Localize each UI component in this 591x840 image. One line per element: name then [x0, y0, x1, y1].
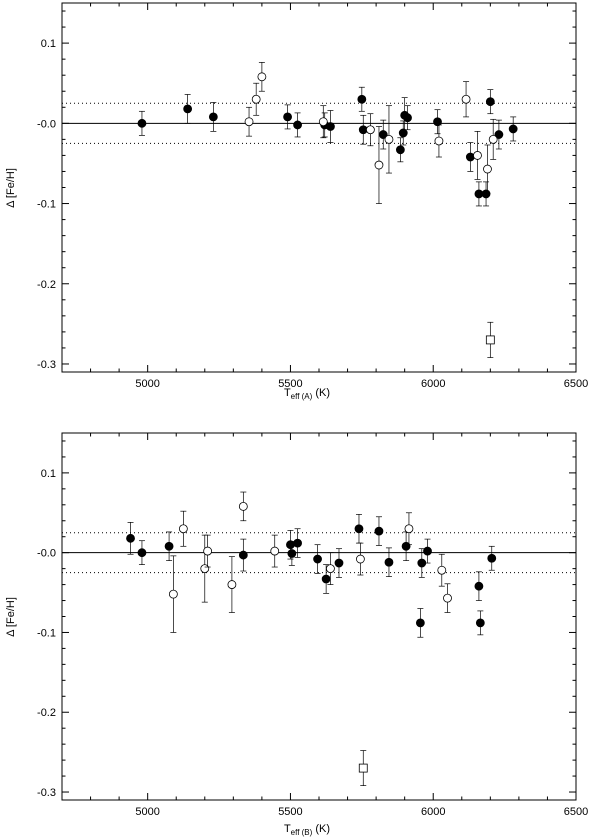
data-point-open: [200, 564, 210, 574]
data-point-open: [365, 125, 375, 135]
data-point-open: [178, 524, 188, 534]
x-tick-label: 5000: [135, 806, 159, 818]
x-tick-label: 6500: [564, 806, 588, 818]
data-point-filled: [137, 548, 147, 558]
data-point-filled: [334, 558, 344, 568]
y-tick-label: -0.0: [37, 118, 56, 130]
data-point-open: [461, 94, 471, 104]
data-point-open: [374, 160, 384, 170]
chart-panel-bottom: 5000 5500 6000 6500 0.1 -0.0 -0.1 -0.2 -0.3 Teff …: [5, 432, 588, 837]
data-point-filled: [474, 581, 484, 591]
data-point-filled: [481, 189, 491, 199]
chart-panel-top: 5000 5500 6000 6500 0.1 -0.0 -0.1 -0.2 -0.3 Teff …: [5, 2, 588, 401]
data-point-filled: [508, 124, 518, 134]
data-point-filled: [403, 113, 412, 123]
data-point-open: [257, 72, 267, 82]
data-point-filled: [374, 526, 384, 536]
y-tick-label: -0.2: [37, 707, 56, 719]
data-point-filled: [126, 533, 135, 543]
data-point-filled: [357, 94, 367, 104]
x-axis-label: Teff (B) (K): [284, 823, 330, 837]
data-point-filled: [494, 130, 504, 139]
data-point-filled: [433, 117, 442, 127]
data-point-filled: [293, 120, 302, 130]
data-point-filled: [384, 557, 394, 567]
data-point-open: [384, 134, 394, 144]
data-point-open: [434, 136, 444, 146]
data-point-filled: [485, 97, 495, 107]
data-point-open: [404, 524, 414, 534]
y-tick-label: -0.3: [37, 787, 56, 799]
data-point-filled: [286, 540, 295, 550]
data-point-filled: [313, 554, 322, 564]
data-point-filled: [326, 122, 335, 131]
data-point-filled: [183, 104, 193, 114]
data-point-filled: [293, 538, 302, 548]
data-point-open: [318, 117, 328, 127]
x-tick-label: 5500: [278, 806, 302, 818]
data-point-filled: [208, 112, 218, 122]
data-point-filled: [415, 618, 425, 628]
data-point-open: [488, 134, 498, 144]
data-point-filled: [287, 549, 297, 558]
data-point-filled: [354, 524, 364, 534]
data-point-open: [356, 554, 365, 564]
x-tick-label: 6500: [564, 378, 588, 390]
data-point-filled: [321, 574, 331, 584]
x-axis-label: Teff (A) (K): [284, 387, 330, 401]
data-point-open: [270, 546, 280, 556]
data-point-filled: [137, 118, 147, 128]
y-tick-label: -0.1: [37, 627, 56, 639]
data-point-open: [203, 546, 213, 556]
data-point-open: [168, 589, 178, 599]
data-point-filled: [401, 541, 411, 551]
data-point-open: [483, 164, 492, 174]
plot-frame: [61, 2, 577, 373]
y-tick-label: -0.3: [37, 359, 56, 371]
x-tick-label: 5500: [278, 378, 302, 390]
data-point-filled: [238, 550, 248, 560]
data-point-open: [443, 593, 452, 603]
plot-frame: [61, 432, 577, 801]
x-tick-label: 5000: [135, 378, 159, 390]
data-point-square: [485, 335, 495, 345]
data-point-square: [358, 763, 368, 773]
data-point-filled: [283, 112, 292, 122]
data-point-open: [251, 94, 261, 104]
y-axis-label: Δ [Fe/H]: [5, 597, 17, 637]
y-tick-label: -0.0: [37, 548, 56, 560]
data-point-open: [238, 501, 248, 511]
data-point-filled: [164, 541, 174, 551]
y-tick-label: 0.1: [41, 38, 56, 50]
data-point-filled: [395, 145, 405, 155]
y-tick-label: 0.1: [41, 468, 56, 480]
data-point-filled: [465, 152, 475, 162]
y-tick-label: -0.2: [37, 279, 56, 291]
data-point-open: [473, 151, 482, 160]
data-point-filled: [423, 546, 432, 556]
data-point-filled: [475, 618, 485, 628]
data-point-filled: [487, 553, 497, 563]
y-tick-label: -0.1: [37, 199, 56, 211]
data-point-open: [227, 580, 237, 589]
data-point-open: [244, 117, 254, 127]
data-point-open: [437, 565, 447, 575]
x-tick-label: 6000: [421, 806, 445, 818]
y-axis-label: Δ [Fe/H]: [5, 168, 17, 208]
x-tick-label: 6000: [421, 378, 445, 390]
data-point-open: [326, 564, 335, 574]
